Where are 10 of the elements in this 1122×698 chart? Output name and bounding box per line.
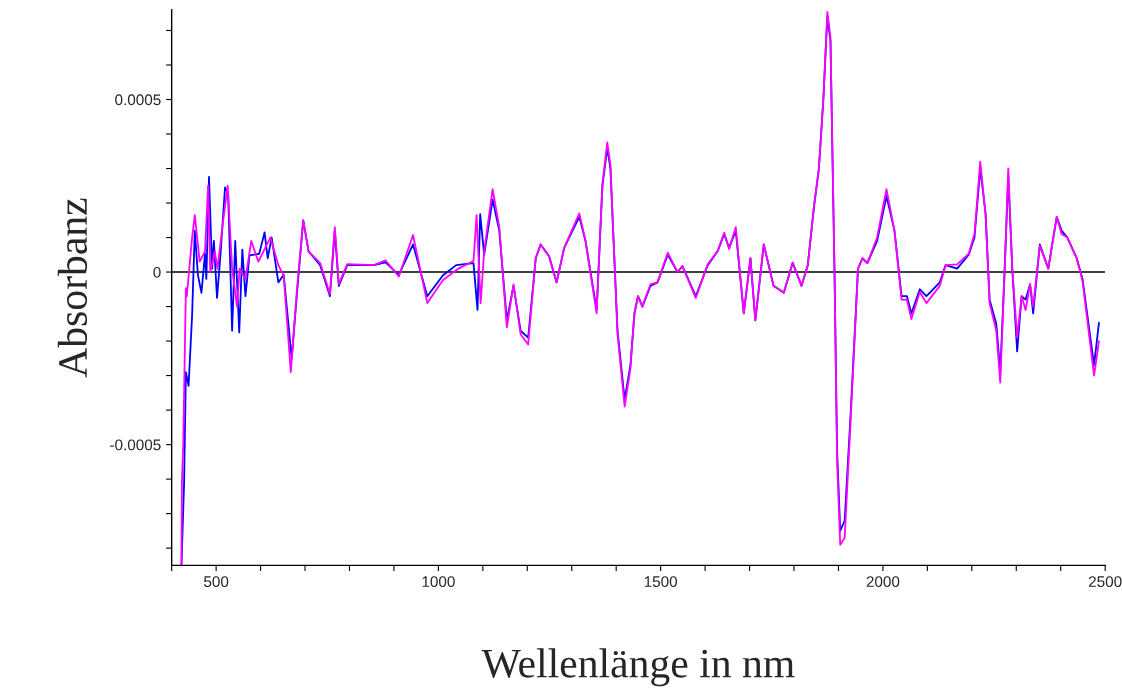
y-tick-label: 0	[153, 266, 161, 278]
x-tick-label: 1500	[644, 576, 678, 588]
y-tick-label: -0.0005	[110, 439, 161, 451]
x-tick-label: 2000	[866, 576, 900, 588]
x-tick-label: 1000	[422, 576, 455, 588]
x-tick-label: 500	[203, 576, 229, 588]
x-tick-label: 2500	[1088, 576, 1122, 588]
y-axis-title: Absorbanz	[57, 198, 88, 378]
y-tick-label: 0.0005	[115, 94, 161, 106]
x-axis-title: Wellenlänge in nm	[481, 648, 795, 687]
